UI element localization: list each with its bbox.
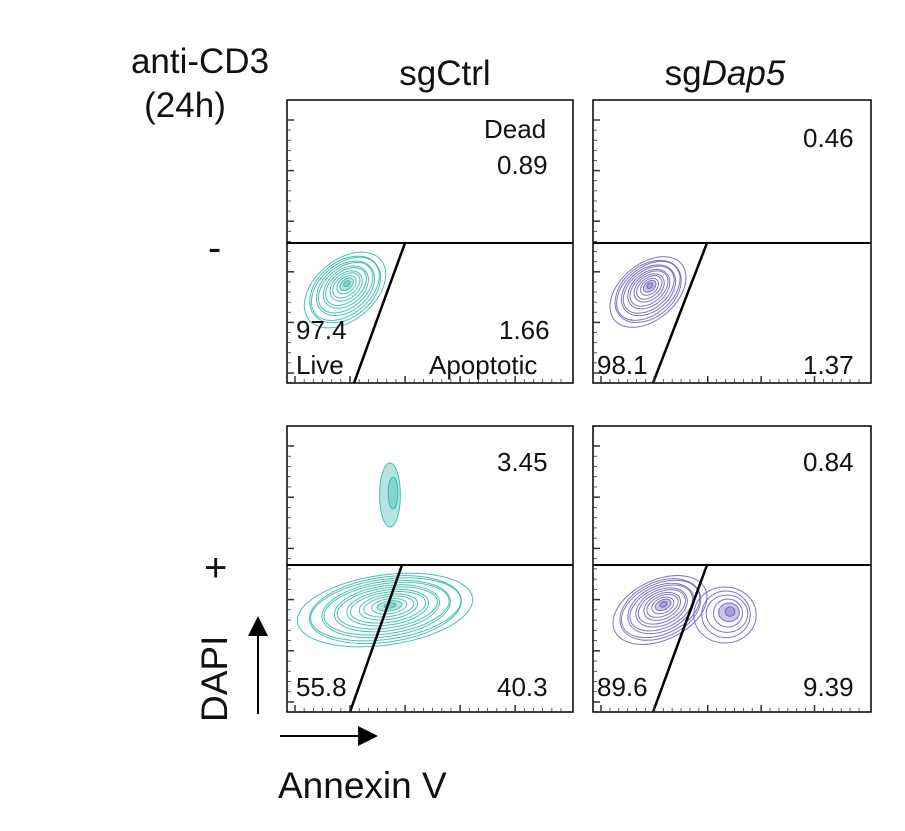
contour-line bbox=[363, 595, 415, 618]
contour-line bbox=[379, 462, 401, 528]
dead-percent: 0.84 bbox=[803, 447, 854, 477]
contour-line bbox=[712, 598, 744, 628]
live-gate-label: Live bbox=[296, 350, 344, 380]
contour-line bbox=[358, 593, 419, 621]
contour-line bbox=[321, 579, 451, 639]
contour-line bbox=[303, 251, 387, 329]
contour-line bbox=[619, 578, 702, 641]
apoptotic-percent: 1.66 bbox=[499, 315, 550, 345]
contour-line bbox=[318, 261, 374, 314]
contour-line bbox=[646, 593, 679, 618]
contour-line bbox=[637, 589, 686, 625]
apoptotic-gate-label: Apoptotic bbox=[429, 350, 538, 380]
flow-panel bbox=[592, 425, 872, 713]
contour-line bbox=[724, 606, 736, 617]
x-axis-title: Annexin V bbox=[278, 765, 447, 806]
contour-line bbox=[333, 584, 441, 633]
flow-panel bbox=[286, 425, 574, 713]
condition-label: anti-CD3 bbox=[130, 42, 270, 81]
contour-line bbox=[614, 259, 682, 323]
contour-line bbox=[612, 575, 708, 645]
contour-line bbox=[309, 255, 382, 324]
contour-line bbox=[343, 280, 351, 288]
gate-slant-line bbox=[348, 564, 404, 713]
contour-line bbox=[387, 476, 399, 510]
contour-line bbox=[346, 588, 430, 627]
contour-line bbox=[705, 594, 749, 633]
live-percent: 98.1 bbox=[597, 350, 648, 380]
live-percent: 97.4 bbox=[296, 315, 347, 345]
contour-line bbox=[336, 275, 357, 295]
column-prefix: sg bbox=[399, 54, 437, 93]
apoptotic-percent: 1.37 bbox=[803, 350, 854, 380]
contour-line bbox=[371, 597, 408, 615]
contour-line bbox=[325, 267, 367, 306]
contour-line bbox=[332, 272, 361, 299]
contour-line bbox=[633, 273, 665, 303]
contour-line bbox=[646, 282, 654, 289]
live-percent: 55.8 bbox=[296, 672, 347, 702]
contour-line bbox=[629, 270, 669, 307]
contour-line bbox=[609, 256, 687, 328]
contour-line bbox=[642, 279, 657, 293]
column-name: Dap5 bbox=[701, 54, 786, 93]
contour-line bbox=[350, 590, 427, 624]
contour-line bbox=[316, 260, 375, 316]
contour-line bbox=[339, 277, 354, 292]
contour-line bbox=[627, 268, 671, 310]
column-name: Ctrl bbox=[436, 54, 491, 93]
contour-line bbox=[635, 587, 688, 628]
live-percent: 89.6 bbox=[597, 672, 648, 702]
dead-gate-label: Dead bbox=[484, 114, 547, 144]
contour-line bbox=[627, 582, 695, 635]
gate-slant-line bbox=[651, 564, 709, 713]
flow-panel bbox=[592, 99, 872, 384]
contour-line bbox=[629, 584, 694, 632]
column-header-sgdap5: sgDap5 bbox=[640, 56, 810, 91]
contour-line bbox=[659, 601, 668, 608]
contour-line bbox=[701, 590, 751, 639]
flow-panel bbox=[286, 99, 574, 384]
dead-percent: 0.89 bbox=[497, 150, 548, 180]
contour-line bbox=[323, 581, 450, 636]
gate-slant-line bbox=[352, 242, 407, 384]
row-label-minus: - bbox=[208, 226, 222, 270]
contour-line bbox=[636, 275, 663, 300]
contour-line bbox=[718, 602, 740, 623]
column-prefix: sg bbox=[664, 54, 702, 93]
contour-line bbox=[310, 256, 380, 321]
row-label-plus: + bbox=[204, 546, 228, 590]
condition-sublabel: (24h) bbox=[144, 86, 226, 125]
contour-line bbox=[336, 586, 438, 630]
contour-line bbox=[693, 586, 757, 644]
dead-percent: 3.45 bbox=[497, 447, 548, 477]
contour-line bbox=[654, 598, 672, 612]
contour-line bbox=[329, 270, 363, 302]
contour-line bbox=[643, 591, 682, 621]
gate-slant-line bbox=[651, 242, 709, 384]
contour-line bbox=[620, 264, 677, 317]
column-header-sgctrl: sgCtrl bbox=[360, 56, 530, 91]
contour-line bbox=[296, 572, 474, 648]
contour-line bbox=[322, 265, 369, 309]
dead-percent: 0.46 bbox=[803, 123, 854, 153]
apoptotic-percent: 9.39 bbox=[803, 672, 854, 702]
contour-line bbox=[640, 277, 660, 296]
contour-line bbox=[622, 265, 675, 314]
contour-line bbox=[651, 596, 675, 615]
apoptotic-percent: 40.3 bbox=[497, 672, 548, 702]
contour-line bbox=[308, 575, 462, 645]
